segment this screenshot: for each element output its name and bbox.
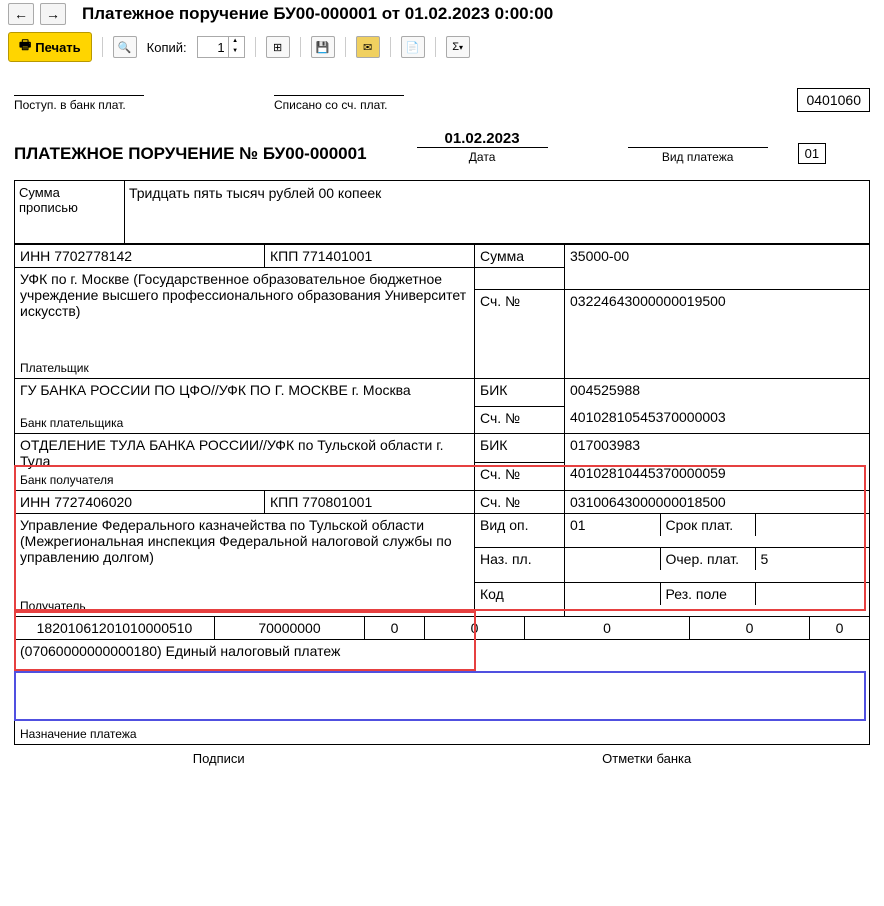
recipient-inn: 7727406020 xyxy=(54,494,132,510)
vidop-value: 01 xyxy=(565,514,660,536)
recipient-bank-bik-label: БИК xyxy=(475,434,565,463)
nav-toolbar: ← → Платежное поручение БУ00-000001 от 0… xyxy=(0,0,884,28)
doc-date2: 0 xyxy=(690,617,810,640)
doc-button[interactable]: 📄 xyxy=(401,36,425,58)
action-toolbar: 🖶 Печать 🔍 Копий: ▲ ▼ ⊞ 💾 ✉ 📄 Σ▾ xyxy=(0,28,884,66)
sum-label: Сумма xyxy=(475,245,565,268)
payer-kpp: 771401001 xyxy=(302,248,372,264)
recipient-bank-name: ОТДЕЛЕНИЕ ТУЛА БАНКА РОССИИ//УФК по Туль… xyxy=(20,437,469,469)
basis: 0 xyxy=(365,617,425,640)
recipient-acc: 03100643000000018500 xyxy=(565,491,870,514)
save-button[interactable]: 💾 xyxy=(311,36,335,58)
spinner-down[interactable]: ▼ xyxy=(229,47,242,57)
budget-codes-table: 18201061201010000510 70000000 0 0 0 0 0 xyxy=(14,616,870,640)
oktmo: 70000000 xyxy=(215,617,365,640)
document-body: Поступ. в банк плат. Списано со сч. плат… xyxy=(0,66,884,772)
payer-bank-bik: 004525988 xyxy=(565,379,870,407)
doc-date: 01.02.2023 xyxy=(417,130,548,148)
payer-caption: Плательщик xyxy=(20,361,469,375)
srok-label: Срок плат. xyxy=(660,514,755,536)
print-button[interactable]: 🖶 Печать xyxy=(8,32,92,62)
payer-bank-acc: 40102810545370000003 xyxy=(565,406,870,434)
copies-input[interactable] xyxy=(198,37,228,57)
document-title: ПЛАТЕЖНОЕ ПОРУЧЕНИЕ № БУ00-000001 xyxy=(14,144,367,164)
sum-words-label: Сумма прописью xyxy=(15,181,125,243)
writeoff-date-label: Списано со сч. плат. xyxy=(274,98,404,112)
signatures-label: Подписи xyxy=(193,751,245,766)
sheet-button[interactable]: ⊞ xyxy=(266,36,290,58)
rez-label: Рез. поле xyxy=(660,583,755,605)
purpose-table: (07060000000000180) Единый налоговый пла… xyxy=(14,639,870,745)
bank-marks-label: Отметки банка xyxy=(602,751,691,766)
kod-label: Код xyxy=(475,582,565,616)
purpose-text: (07060000000000180) Единый налоговый пла… xyxy=(20,643,864,659)
payer-bank-name: ГУ БАНКА РОССИИ ПО ЦФО//УФК ПО Г. МОСКВЕ… xyxy=(20,382,469,398)
sigma-button[interactable]: Σ▾ xyxy=(446,36,470,58)
window-title: Платежное поручение БУ00-000001 от 01.02… xyxy=(82,4,553,24)
ocher-label: Очер. плат. xyxy=(660,548,755,570)
mail-button[interactable]: ✉ xyxy=(356,36,380,58)
print-label: Печать xyxy=(35,40,80,55)
form-code: 0401060 xyxy=(797,88,870,112)
vidop-label: Вид оп. xyxy=(475,514,565,548)
payment-type-label: Вид платежа xyxy=(628,150,768,164)
recipient-acc-label: Сч. № xyxy=(475,491,565,514)
receipt-date-label: Поступ. в банк плат. xyxy=(14,98,144,112)
payment-table: ИНН 7702778142 КПП 771401001 Сумма 35000… xyxy=(14,244,870,617)
recipient-bank-acc: 40102810445370000059 xyxy=(565,462,870,491)
priority-code: 01 xyxy=(798,143,826,164)
copies-spinner[interactable]: ▲ ▼ xyxy=(197,36,245,58)
nazpl-label: Наз. пл. xyxy=(475,548,565,582)
back-button[interactable]: ← xyxy=(8,3,34,25)
date-label: Дата xyxy=(417,150,548,164)
kbk: 18201061201010000510 xyxy=(15,617,215,640)
forward-button[interactable]: → xyxy=(40,3,66,25)
payer-name: УФК по г. Москве (Государственное образо… xyxy=(20,271,469,319)
doc-num: 0 xyxy=(525,617,690,640)
sum-words-value: Тридцать пять тысяч рублей 00 копеек xyxy=(125,181,869,243)
recipient-bank-caption: Банк получателя xyxy=(20,473,469,487)
copies-label: Копий: xyxy=(147,40,187,55)
period: 0 xyxy=(425,617,525,640)
printer-icon: 🖶 xyxy=(19,36,31,58)
sum-value: 35000-00 xyxy=(565,245,870,290)
recipient-kpp: 770801001 xyxy=(302,494,372,510)
pay-type: 0 xyxy=(810,617,870,640)
payer-bank-caption: Банк плательщика xyxy=(20,416,469,430)
recipient-caption: Получатель xyxy=(20,599,469,613)
payer-bank-acc-label: Сч. № xyxy=(475,406,565,434)
ocher-value: 5 xyxy=(755,548,869,570)
recipient-name: Управление Федерального казначейства по … xyxy=(20,517,469,565)
payer-inn: 7702778142 xyxy=(54,248,132,264)
payer-acc-label: Сч. № xyxy=(475,290,565,361)
recipient-bank-bik: 017003983 xyxy=(565,434,870,463)
purpose-label: Назначение платежа xyxy=(20,727,864,741)
payer-bank-bik-label: БИК xyxy=(475,379,565,407)
payer-acc: 03224643000000019500 xyxy=(565,290,870,361)
recipient-bank-acc-label: Сч. № xyxy=(475,462,565,491)
spinner-up[interactable]: ▲ xyxy=(229,37,242,47)
preview-button[interactable]: 🔍 xyxy=(113,36,137,58)
